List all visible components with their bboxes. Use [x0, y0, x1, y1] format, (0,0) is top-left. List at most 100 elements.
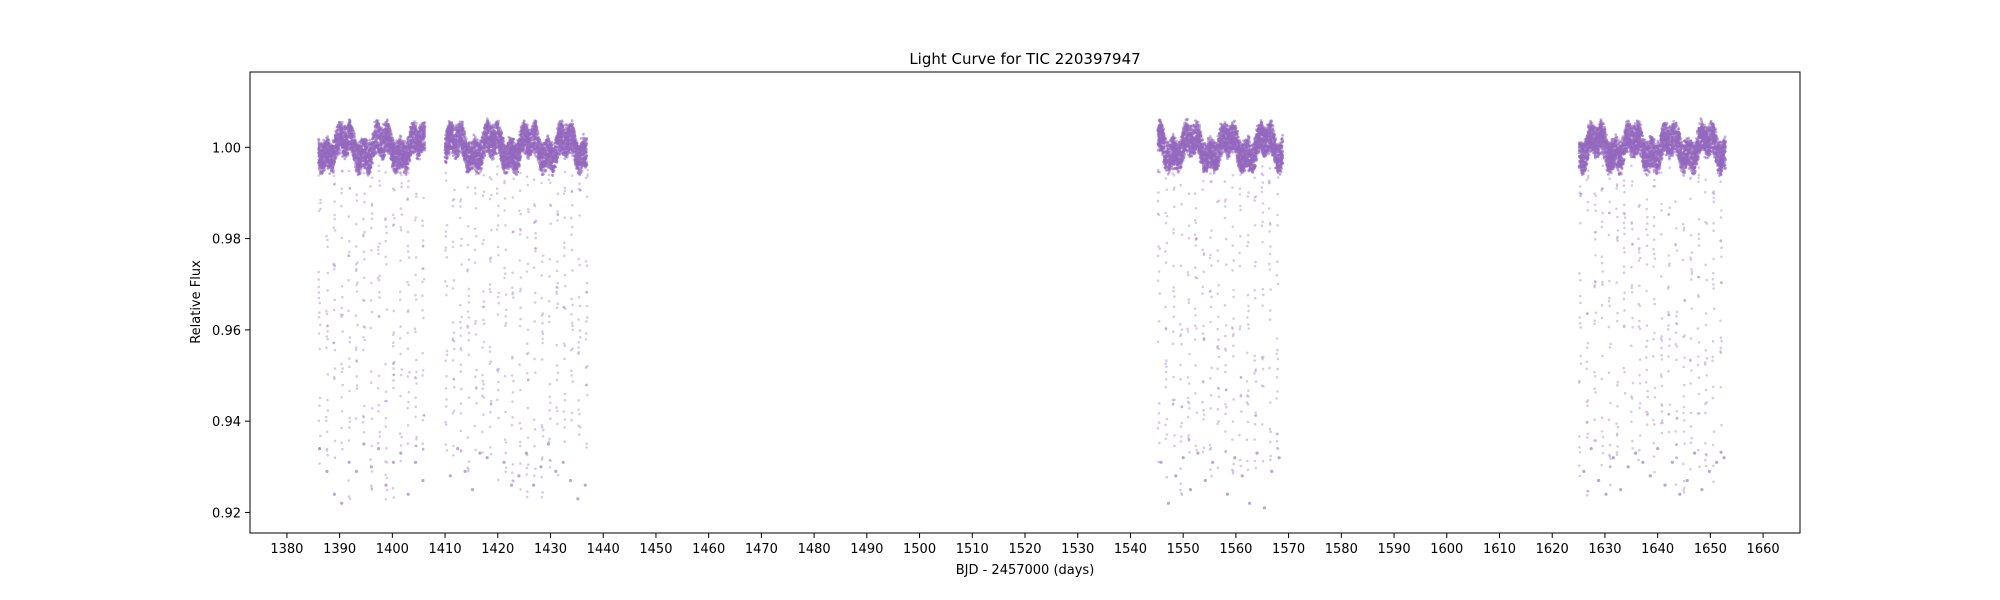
data-point — [421, 224, 424, 227]
data-point — [326, 289, 329, 292]
data-point — [333, 214, 336, 217]
data-point — [401, 143, 404, 146]
data-point — [422, 442, 425, 445]
data-point — [355, 268, 358, 271]
data-point — [407, 245, 410, 248]
data-point — [384, 400, 387, 403]
data-point — [412, 132, 415, 135]
data-point — [396, 166, 399, 169]
data-point — [414, 331, 417, 334]
data-point — [376, 133, 379, 136]
data-point — [369, 185, 372, 188]
data-point — [415, 445, 418, 448]
data-point — [353, 140, 356, 143]
data-point — [392, 143, 395, 146]
data-point — [404, 162, 407, 165]
data-point — [384, 474, 387, 477]
data-point — [400, 374, 403, 377]
data-point — [334, 140, 337, 143]
data-point — [392, 345, 395, 348]
data-point — [333, 341, 336, 344]
data-point — [407, 163, 410, 166]
data-point — [400, 226, 403, 229]
data-point — [364, 157, 367, 160]
data-point — [318, 332, 321, 335]
data-point — [320, 158, 323, 161]
data-point — [389, 133, 392, 136]
data-point — [340, 427, 343, 430]
data-point — [348, 251, 351, 254]
data-point — [383, 156, 386, 159]
data-point — [379, 137, 382, 140]
data-point — [414, 294, 417, 297]
data-point — [372, 132, 375, 135]
data-point — [355, 170, 358, 173]
data-point — [403, 171, 406, 174]
data-point — [371, 150, 374, 153]
data-point — [317, 141, 320, 144]
data-point — [385, 417, 388, 420]
data-point — [424, 125, 427, 128]
data-point — [318, 316, 321, 319]
data-point — [422, 197, 425, 200]
data-point — [397, 147, 400, 150]
data-point — [406, 332, 409, 335]
data-point — [385, 225, 388, 228]
data-point — [378, 404, 381, 407]
data-point — [392, 379, 395, 382]
data-point — [422, 419, 425, 422]
data-point — [326, 246, 329, 249]
data-point — [380, 147, 383, 150]
data-point — [421, 145, 424, 148]
data-point — [400, 207, 403, 210]
data-point — [380, 133, 383, 136]
data-point — [317, 278, 320, 281]
data-point — [423, 278, 426, 281]
data-point — [407, 152, 410, 155]
data-point — [399, 353, 402, 356]
data-point — [571, 119, 574, 122]
data-point — [385, 150, 388, 153]
data-point — [408, 371, 411, 374]
data-point — [356, 281, 359, 284]
data-point — [384, 363, 387, 366]
data-point — [353, 132, 356, 135]
data-point — [373, 125, 376, 128]
data-point — [370, 282, 373, 285]
data-point — [355, 314, 358, 317]
data-point — [355, 417, 358, 420]
data-point — [408, 391, 411, 394]
data-point — [370, 249, 373, 252]
data-point — [392, 341, 395, 344]
data-point — [422, 317, 425, 320]
data-point — [409, 151, 412, 154]
data-point — [406, 197, 409, 200]
data-point — [352, 153, 355, 156]
data-point — [355, 145, 358, 148]
data-point — [393, 217, 396, 220]
data-point — [384, 425, 387, 428]
data-point — [407, 231, 410, 234]
data-point — [409, 126, 412, 129]
data-point — [405, 167, 408, 170]
data-point — [341, 330, 344, 333]
data-point — [378, 296, 381, 299]
data-point — [386, 308, 389, 311]
data-point — [356, 199, 359, 202]
data-point — [399, 395, 402, 398]
data-point — [357, 141, 360, 144]
data-point — [421, 220, 424, 223]
data-point — [406, 281, 409, 284]
data-point — [360, 165, 363, 168]
data-point — [325, 420, 328, 423]
data-point — [341, 285, 344, 288]
data-point — [571, 154, 574, 157]
data-point — [407, 442, 410, 445]
data-point — [360, 141, 363, 144]
data-point — [378, 291, 381, 294]
data-point — [358, 167, 361, 170]
data-point — [338, 152, 341, 155]
data-point — [422, 414, 425, 417]
data-point — [363, 251, 366, 254]
data-point — [364, 326, 367, 329]
